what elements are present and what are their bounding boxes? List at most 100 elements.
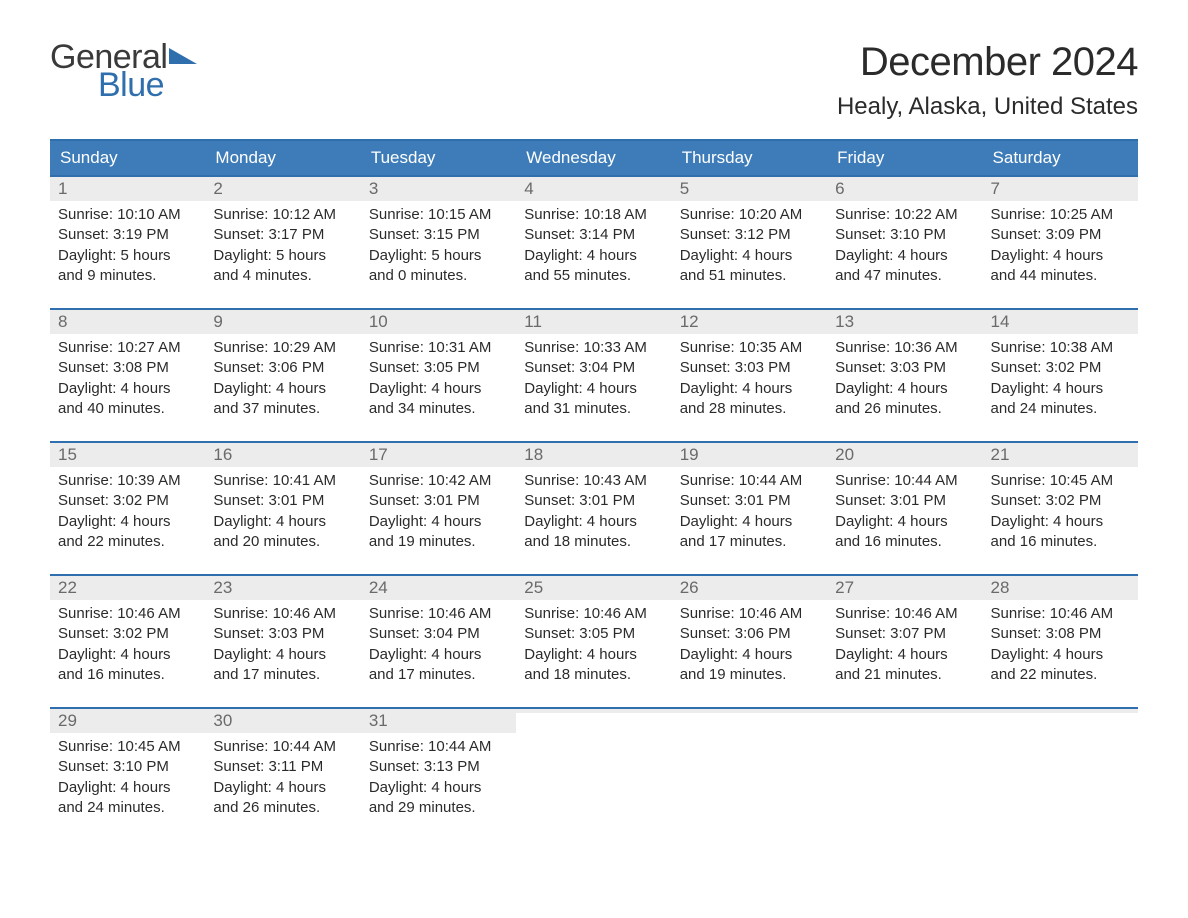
day-number-row: 1 [50, 177, 205, 201]
day-number-row: 2 [205, 177, 360, 201]
day-cell: 10Sunrise: 10:31 AMSunset: 3:05 PMDaylig… [361, 310, 516, 425]
day-number-row: 12 [672, 310, 827, 334]
sunrise-text: Sunrise: 10:45 AM [991, 471, 1130, 491]
day-number: 24 [369, 578, 388, 597]
day-number: 18 [524, 445, 543, 464]
sunrise-text: Sunrise: 10:36 AM [835, 338, 974, 358]
sunset-text: Sunset: 3:08 PM [58, 358, 197, 378]
sunset-text: Sunset: 3:11 PM [213, 757, 352, 777]
week-row: 29Sunrise: 10:45 AMSunset: 3:10 PMDaylig… [50, 707, 1138, 824]
daylight-text: Daylight: 4 hours [835, 512, 974, 532]
day-number-row: 23 [205, 576, 360, 600]
sunset-text: Sunset: 3:17 PM [213, 225, 352, 245]
sunrise-text: Sunrise: 10:44 AM [213, 737, 352, 757]
sunset-text: Sunset: 3:05 PM [524, 624, 663, 644]
sunrise-text: Sunrise: 10:35 AM [680, 338, 819, 358]
day-cell [516, 709, 671, 824]
day-cell: 3Sunrise: 10:15 AMSunset: 3:15 PMDayligh… [361, 177, 516, 292]
day-number: 11 [524, 312, 542, 331]
day-number-row: 10 [361, 310, 516, 334]
daylight-text: and 18 minutes. [524, 532, 663, 552]
daylight-text: and 22 minutes. [991, 665, 1130, 685]
daylight-text: Daylight: 4 hours [524, 379, 663, 399]
daylight-text: Daylight: 4 hours [835, 379, 974, 399]
day-number-row: 30 [205, 709, 360, 733]
daylight-text: and 9 minutes. [58, 266, 197, 286]
daylight-text: Daylight: 4 hours [369, 512, 508, 532]
day-body: Sunrise: 10:44 AMSunset: 3:01 PMDaylight… [827, 467, 982, 552]
day-number-row: 28 [983, 576, 1138, 600]
day-cell: 31Sunrise: 10:44 AMSunset: 3:13 PMDaylig… [361, 709, 516, 824]
week-row: 1Sunrise: 10:10 AMSunset: 3:19 PMDayligh… [50, 175, 1138, 292]
sunrise-text: Sunrise: 10:44 AM [835, 471, 974, 491]
sunrise-text: Sunrise: 10:38 AM [991, 338, 1130, 358]
day-cell: 1Sunrise: 10:10 AMSunset: 3:19 PMDayligh… [50, 177, 205, 292]
sunset-text: Sunset: 3:10 PM [835, 225, 974, 245]
day-number: 13 [835, 312, 854, 331]
day-number: 15 [58, 445, 77, 464]
daylight-text: Daylight: 4 hours [991, 512, 1130, 532]
week-row: 15 Sunrise: 10:39 AMSunset: 3:02 PMDaylig… [50, 441, 1138, 558]
day-number-row: 13 [827, 310, 982, 334]
daylight-text: Daylight: 4 hours [213, 379, 352, 399]
daylight-text: Daylight: 4 hours [213, 645, 352, 665]
day-body: Sunrise: 10:20 AMSunset: 3:12 PMDaylight… [672, 201, 827, 286]
day-number-row [827, 709, 982, 713]
dow-tuesday: Tuesday [361, 141, 516, 175]
day-cell: 30Sunrise: 10:44 AMSunset: 3:11 PMDaylig… [205, 709, 360, 824]
dow-thursday: Thursday [672, 141, 827, 175]
sunset-text: Sunset: 3:03 PM [213, 624, 352, 644]
sunrise-text: Sunrise: 10:43 AM [524, 471, 663, 491]
daylight-text: and 20 minutes. [213, 532, 352, 552]
daylight-text: and 21 minutes. [835, 665, 974, 685]
daylight-text: and 16 minutes. [835, 532, 974, 552]
day-body: Sunrise: 10:18 AMSunset: 3:14 PMDaylight… [516, 201, 671, 286]
day-number-row: 4 [516, 177, 671, 201]
day-cell [827, 709, 982, 824]
sunrise-text: Sunrise: 10:10 AM [58, 205, 197, 225]
day-cell: 8Sunrise: 10:27 AMSunset: 3:08 PMDayligh… [50, 310, 205, 425]
sunset-text: Sunset: 3:02 PM [58, 624, 197, 644]
day-of-week-header: Sunday Monday Tuesday Wednesday Thursday… [50, 139, 1138, 175]
sunrise-text: Sunrise: 10:46 AM [680, 604, 819, 624]
daylight-text: and 16 minutes. [991, 532, 1130, 552]
day-body: Sunrise: 10:44 AMSunset: 3:01 PMDaylight… [672, 467, 827, 552]
day-cell: 29Sunrise: 10:45 AMSunset: 3:10 PMDaylig… [50, 709, 205, 824]
day-cell: 20Sunrise: 10:44 AMSunset: 3:01 PMDaylig… [827, 443, 982, 558]
day-number-row: 26 [672, 576, 827, 600]
daylight-text: Daylight: 4 hours [213, 512, 352, 532]
daylight-text: and 40 minutes. [58, 399, 197, 419]
daylight-text: and 44 minutes. [991, 266, 1130, 286]
day-number: 9 [213, 312, 222, 331]
daylight-text: Daylight: 4 hours [524, 645, 663, 665]
day-cell: 22Sunrise: 10:46 AMSunset: 3:02 PMDaylig… [50, 576, 205, 691]
daylight-text: and 17 minutes. [680, 532, 819, 552]
daylight-text: and 47 minutes. [835, 266, 974, 286]
sunrise-text: Sunrise: 10:41 AM [213, 471, 352, 491]
day-body: Sunrise: 10:41 AMSunset: 3:01 PMDaylight… [205, 467, 360, 552]
day-cell: 24Sunrise: 10:46 AMSunset: 3:04 PMDaylig… [361, 576, 516, 691]
sunset-text: Sunset: 3:12 PM [680, 225, 819, 245]
sunset-text: Sunset: 3:01 PM [524, 491, 663, 511]
day-body: Sunrise: 10:46 AMSunset: 3:08 PMDaylight… [983, 600, 1138, 685]
sunset-text: Sunset: 3:05 PM [369, 358, 508, 378]
sunrise-text: Sunrise: 10:46 AM [213, 604, 352, 624]
sunrise-text: Sunrise: 10:29 AM [213, 338, 352, 358]
sunset-text: Sunset: 3:01 PM [680, 491, 819, 511]
daylight-text: Daylight: 4 hours [835, 246, 974, 266]
day-cell: 26Sunrise: 10:46 AMSunset: 3:06 PMDaylig… [672, 576, 827, 691]
sunset-text: Sunset: 3:03 PM [835, 358, 974, 378]
day-number-row: 8 [50, 310, 205, 334]
daylight-text: Daylight: 4 hours [680, 512, 819, 532]
sunset-text: Sunset: 3:02 PM [58, 491, 197, 511]
daylight-text: and 34 minutes. [369, 399, 508, 419]
flag-icon [169, 48, 197, 68]
sunset-text: Sunset: 3:06 PM [680, 624, 819, 644]
daylight-text: Daylight: 4 hours [835, 645, 974, 665]
sunrise-text: Sunrise: 10:25 AM [991, 205, 1130, 225]
day-body: Sunrise: 10:45 AMSunset: 3:02 PMDaylight… [983, 467, 1138, 552]
day-body: Sunrise: 10:39 AMSunset: 3:02 PMDaylight… [50, 467, 205, 552]
sunset-text: Sunset: 3:02 PM [991, 491, 1130, 511]
day-number-row: 27 [827, 576, 982, 600]
day-number: 5 [680, 179, 689, 198]
